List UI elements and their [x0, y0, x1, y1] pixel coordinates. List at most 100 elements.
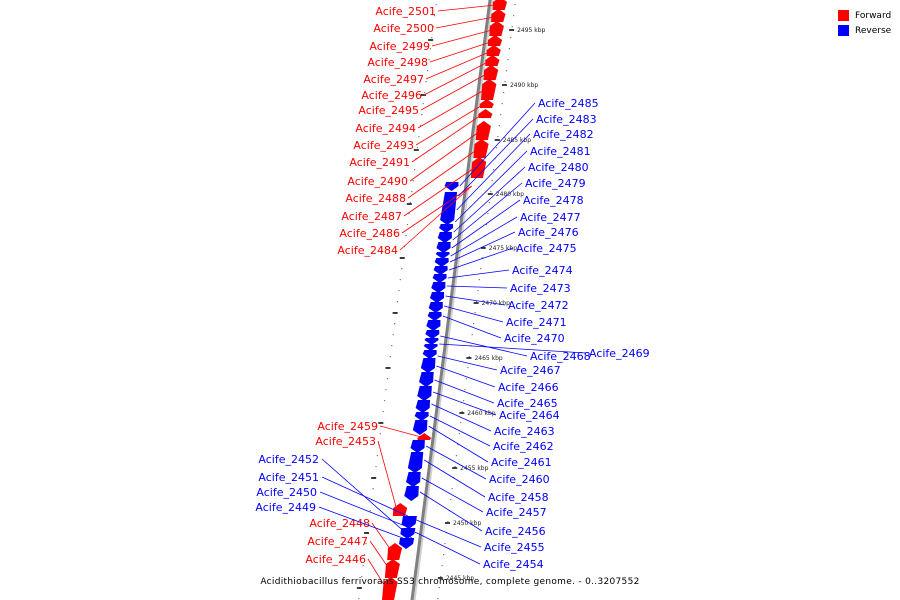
reverse-gene-label: Acife_2462: [493, 440, 554, 453]
tick-label: 2475 kbp: [489, 245, 517, 252]
minor-tick-left: [386, 378, 389, 380]
minor-tick-left: [384, 400, 386, 402]
minor-tick-left: [411, 191, 413, 193]
reverse-gene-label: Acife_2483: [536, 113, 597, 126]
minor-tick-right: [477, 290, 479, 292]
minor-tick-left: [389, 356, 391, 358]
reverse-gene-block: [435, 251, 451, 260]
reverse-leader-line: [454, 150, 528, 223]
tick-label: 2460 kbp: [467, 410, 495, 417]
minor-tick-right: [455, 455, 458, 457]
tick-label: 2455 kbp: [460, 465, 488, 472]
reverse-gene-block: [407, 451, 424, 474]
reverse-gene-label: Acife_2469: [589, 347, 650, 360]
tick-label: 2490 kbp: [510, 82, 538, 89]
forward-gene-label: Acife_2486: [339, 227, 400, 240]
minor-tick-left: [414, 169, 416, 171]
minor-tick-left: [379, 433, 381, 435]
minor-tick-right: [478, 279, 480, 281]
forward-gene-label: Acife_2446: [305, 553, 366, 566]
minor-tick-left: [435, 4, 437, 6]
reverse-gene-block: [436, 241, 451, 254]
reverse-gene-block: [431, 281, 446, 294]
forward-gene-label: Acife_2497: [363, 73, 424, 86]
reverse-gene-label: Acife_2482: [533, 128, 594, 141]
minor-tick-right: [438, 587, 440, 589]
minor-tick-right: [513, 15, 515, 17]
reverse-leader-line: [416, 519, 482, 548]
forward-gene-block: [387, 543, 403, 560]
reverse-gene-block: [426, 319, 441, 332]
minor-tick-left: [429, 48, 431, 50]
reverse-leader-line: [425, 445, 487, 480]
reverse-gene-label: Acife_2451: [258, 471, 319, 484]
minor-tick-right: [495, 147, 498, 149]
forward-gene-block: [486, 44, 502, 57]
forward-gene-block: [479, 98, 495, 109]
reverse-gene-label: Acife_2456: [485, 525, 546, 538]
forward-gene-block: [384, 559, 400, 578]
reverse-gene-label: Acife_2454: [483, 558, 544, 571]
reverse-gene-label: Acife_2473: [510, 282, 571, 295]
minor-tick-left: [418, 136, 420, 138]
reverse-gene-block: [414, 411, 429, 422]
reverse-leader-line: [431, 403, 492, 432]
forward-gene-block: [487, 34, 503, 47]
reverse-leader-line: [450, 216, 518, 257]
minor-tick-right: [500, 114, 502, 116]
minor-tick-right: [485, 224, 488, 226]
reverse-leader-line: [440, 335, 528, 357]
minor-tick-right: [441, 565, 443, 567]
reverse-leader-line: [445, 295, 506, 306]
reverse-leader-line: [459, 102, 536, 187]
minor-tick-left: [404, 246, 406, 248]
reverse-gene-block: [424, 337, 439, 346]
minor-tick-left: [434, 15, 436, 17]
tick-label: 2450 kbp: [453, 520, 481, 527]
minor-tick-left: [422, 103, 424, 105]
minor-tick-right: [480, 268, 482, 270]
reverse-leader-line: [442, 315, 502, 339]
forward-leader-line: [403, 167, 475, 217]
reverse-gene-label: Acife_2466: [498, 381, 559, 394]
reverse-leader-line: [414, 531, 481, 565]
minor-tick-left: [375, 466, 377, 468]
reverse-gene-block: [437, 231, 453, 244]
legend-reverse-label: Reverse: [855, 25, 892, 36]
forward-gene-label: Acife_2447: [307, 535, 368, 548]
minor-tick-left: [399, 279, 401, 281]
forward-leader-line: [407, 149, 477, 199]
forward-leader-line: [411, 114, 482, 163]
forward-gene-block: [392, 503, 408, 516]
reverse-gene-block: [418, 371, 434, 388]
minor-tick-left: [426, 70, 429, 72]
minor-tick-right: [444, 543, 446, 545]
forward-leader-line: [367, 558, 388, 591]
minor-tick-right: [508, 48, 510, 50]
reverse-leader-line: [456, 133, 531, 211]
forward-leader-line: [417, 89, 485, 129]
minor-tick-right: [493, 169, 495, 171]
forward-gene-label: Acife_2499: [369, 40, 430, 53]
reverse-gene-label: Acife_2472: [508, 299, 569, 312]
forward-leader-line: [435, 16, 494, 29]
genome-caption: Acidithiobacillus ferrivorans SS3 chromo…: [260, 577, 640, 587]
minor-tick-right: [473, 323, 475, 325]
forward-gene-label: Acife_2493: [353, 139, 414, 152]
reverse-gene-label: Acife_2457: [486, 506, 547, 519]
forward-gene-label: Acife_2488: [345, 192, 406, 205]
minor-tick-right: [510, 37, 512, 39]
reverse-gene-label: Acife_2460: [489, 473, 550, 486]
reverse-leader-line: [439, 343, 587, 354]
reverse-gene-block: [444, 181, 459, 192]
reverse-leader-line: [452, 182, 523, 241]
forward-leader-line: [425, 51, 490, 80]
reverse-leader-line: [436, 365, 496, 388]
genome-axis-line: [410, 0, 492, 600]
minor-tick-right: [465, 378, 468, 380]
reverse-leader-line: [449, 231, 516, 263]
reverse-gene-block: [434, 257, 449, 268]
minor-tick-left: [432, 26, 434, 28]
forward-gene-label: Acife_2495: [358, 104, 419, 117]
minor-tick-left: [424, 92, 426, 94]
